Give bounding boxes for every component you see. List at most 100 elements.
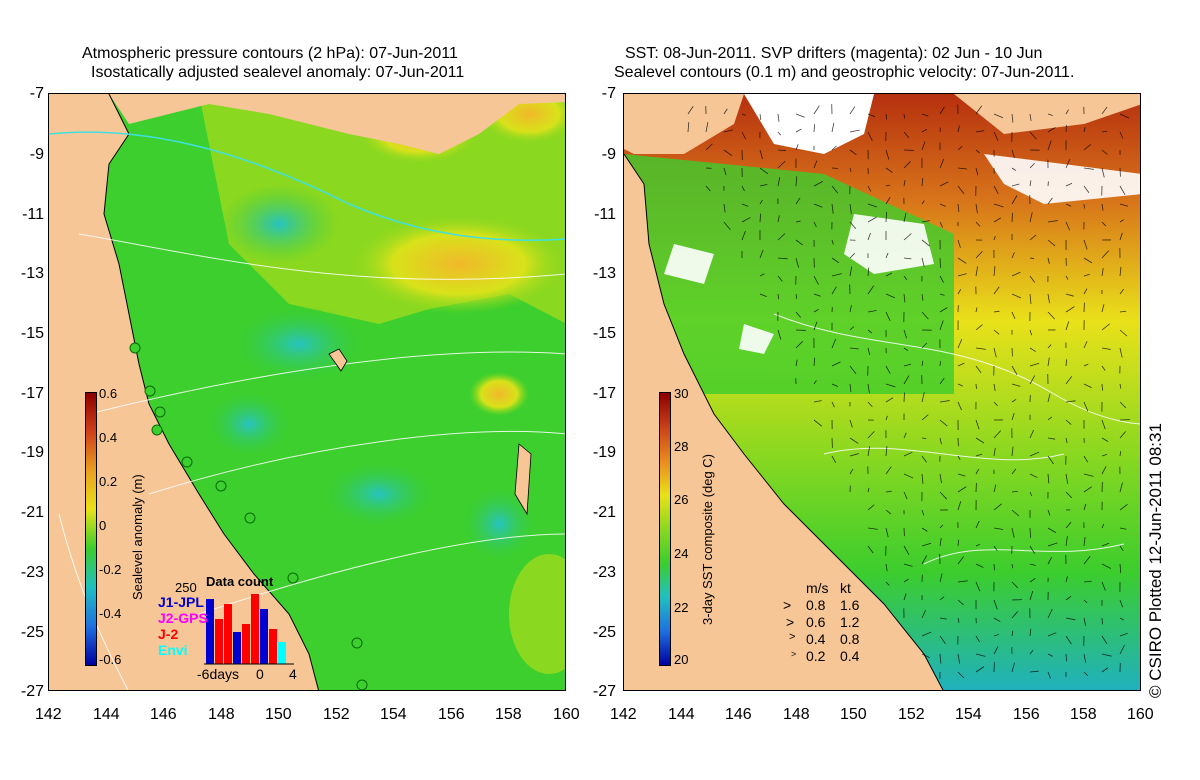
colorbar-tick: 0.4: [99, 430, 118, 445]
velocity-vector: [1011, 113, 1014, 123]
x-tick: 158: [1070, 706, 1097, 723]
velocity-vector: [1065, 376, 1073, 385]
velocity-vector: [885, 466, 892, 475]
velocity-vector: [993, 484, 997, 493]
velocity-vector: [795, 341, 803, 349]
velocity-vector: [957, 671, 965, 679]
velocity-vector: [1119, 203, 1129, 207]
velocity-vector: [921, 239, 931, 247]
velocity-vector: [921, 542, 932, 547]
velocity-vector: [741, 185, 745, 192]
velocity-vector: [759, 213, 761, 223]
velocity-vector: [957, 125, 960, 133]
velocity-vector: [1047, 311, 1056, 320]
velocity-vector: [957, 383, 963, 387]
velocity-vector: [993, 113, 1004, 119]
velocity-vector: [741, 131, 746, 140]
velocity-vector: [903, 212, 907, 223]
velocity-vector: [939, 537, 942, 547]
velocity-vector: [813, 160, 818, 169]
velocity-vector: [1083, 167, 1094, 170]
velocity-vector: [957, 273, 967, 277]
velocity-vector: [903, 293, 906, 303]
velocity-vector: [1101, 347, 1111, 350]
velocity-vector: [777, 329, 782, 340]
velocity-vector: [867, 431, 875, 439]
x-tick: 144: [668, 706, 695, 723]
colorbar-tick: 26: [674, 492, 689, 507]
velocity-vector: [777, 215, 780, 223]
velocity-vector: [885, 196, 891, 205]
velocity-vector: [903, 257, 912, 260]
velocity-vector: [975, 453, 983, 457]
velocity-vector: [1029, 670, 1039, 673]
velocity-vector: [1011, 365, 1018, 375]
velocity-vector: [795, 113, 805, 118]
velocity-vector: [1101, 268, 1104, 277]
velocity-vector: [903, 375, 910, 385]
velocity-ms: 0.2: [806, 648, 826, 664]
velocity-vector: [1029, 491, 1033, 497]
velocity-vector: [687, 106, 694, 115]
velocity-vector: [777, 131, 781, 136]
velocity-vector: [1065, 653, 1067, 662]
velocity-vector: [1029, 347, 1036, 352]
velocity-vector: [1047, 527, 1057, 533]
velocity-vector: [921, 437, 927, 439]
velocity-vector: [1011, 527, 1015, 538]
colorbar-tick: 20: [674, 652, 689, 667]
velocity-vector: [993, 236, 996, 241]
velocity-vector: [867, 113, 876, 118]
velocity-vector: [1083, 503, 1087, 511]
x-tick: 156: [1013, 706, 1040, 723]
colorbar-tick: 22: [674, 600, 689, 615]
x-tick: 150: [840, 706, 867, 723]
velocity-vector: [813, 105, 820, 115]
velocity-vector: [777, 275, 783, 282]
velocity-vector: [885, 252, 889, 259]
velocity-vector: [831, 455, 837, 463]
velocity-vector: [975, 149, 980, 154]
velocity-vector: [813, 221, 817, 228]
velocity-vector: [975, 266, 979, 277]
velocity-vector: [903, 161, 911, 169]
velocity-vector: [867, 383, 870, 394]
velocity-vector: [885, 149, 890, 160]
y-tick: -23: [592, 564, 616, 581]
velocity-vector: [975, 520, 980, 529]
velocity-vector: [1119, 545, 1124, 552]
velocity-vector: [921, 128, 928, 133]
x-tick: 160: [553, 706, 580, 723]
velocity-vector: [1083, 144, 1091, 151]
velocity-vector: [975, 307, 978, 313]
velocity-vector: [957, 486, 967, 493]
velocity-vector: [921, 509, 925, 516]
velocity-vector: [921, 414, 929, 421]
velocity-vector: [885, 272, 893, 277]
velocity-vector: [1065, 306, 1075, 313]
velocity-vector: [867, 446, 871, 457]
left-title-line2: Isostatically adjusted sealevel anomaly:…: [91, 64, 465, 81]
velocity-arrow-icon: >: [783, 597, 792, 613]
velocity-vector: [831, 167, 839, 169]
velocity-vector: [1047, 455, 1054, 465]
velocity-vector: [1083, 383, 1092, 389]
velocity-vector: [777, 160, 786, 169]
velocity-vector: [975, 221, 981, 227]
velocity-ms: 0.4: [806, 631, 826, 647]
velocity-vector: [1011, 293, 1022, 299]
velocity-vector: [1065, 321, 1070, 331]
velocity-vector: [1083, 555, 1091, 565]
velocity-vector: [903, 545, 910, 555]
velocity-vector: [1029, 545, 1036, 555]
velocity-vector: [975, 653, 986, 657]
velocity-vector: [939, 437, 942, 445]
velocity-kt: 1.6: [840, 597, 860, 613]
velocity-vector: [741, 113, 746, 116]
velocity-vector: [957, 580, 968, 583]
velocity-vector: [1119, 451, 1122, 457]
velocity-vector: [1065, 536, 1068, 547]
x-tick: 142: [35, 706, 62, 723]
velocity-vector: [1029, 429, 1035, 439]
velocity-vector: [885, 509, 892, 515]
